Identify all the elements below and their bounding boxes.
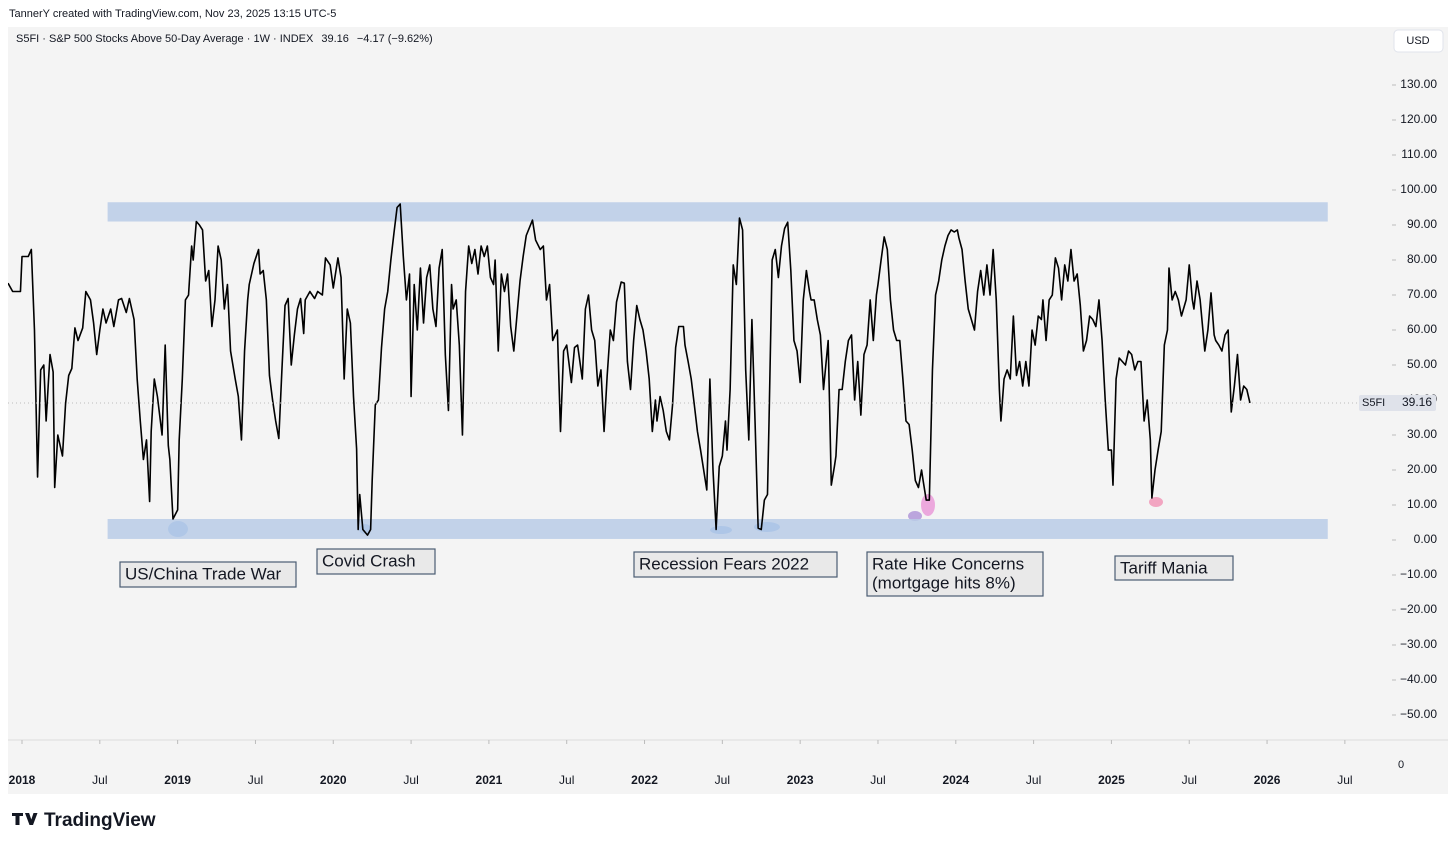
y-tick-label: 0.00 xyxy=(1414,532,1438,546)
y-tick-label: 80.00 xyxy=(1407,252,1437,266)
highlight xyxy=(921,494,935,516)
x-tick-label: Jul xyxy=(1337,773,1352,787)
annotation-text: Rate Hike Concerns xyxy=(872,554,1024,573)
x-tick-label: 2019 xyxy=(164,773,191,787)
x-tick-label: 2023 xyxy=(787,773,814,787)
y-tick-label: 30.00 xyxy=(1407,427,1437,441)
x-tick-label: 2018 xyxy=(9,773,36,787)
x-tick-label: Jul xyxy=(559,773,574,787)
annotation-text: Recession Fears 2022 xyxy=(639,554,809,573)
currency-label: USD xyxy=(1406,35,1429,47)
logo xyxy=(12,813,38,825)
band xyxy=(107,519,1328,539)
y-tick-label: 110.00 xyxy=(1401,147,1437,161)
band xyxy=(107,202,1328,222)
annotation-box xyxy=(633,551,838,578)
annotation-box xyxy=(119,561,297,588)
y-tick-label: 90.00 xyxy=(1407,217,1437,231)
y-tick-label: −10.00 xyxy=(1400,567,1437,581)
x-tick-label: 2020 xyxy=(320,773,347,787)
annotation-box xyxy=(316,548,436,575)
highlight xyxy=(908,511,922,521)
y-tick-label: 70.00 xyxy=(1407,287,1437,301)
x-tick-label: Jul xyxy=(1026,773,1041,787)
x-tick-label: Jul xyxy=(403,773,418,787)
y-tick-label: 10.00 xyxy=(1407,497,1437,511)
credit: TannerY created with TradingView.com, No… xyxy=(9,8,336,20)
y-tick-label: 20.00 xyxy=(1407,462,1437,476)
x-tick-label: Jul xyxy=(870,773,885,787)
x-tick-label: 2021 xyxy=(476,773,503,787)
currency-button[interactable] xyxy=(1393,29,1444,53)
y-tick-label: 60.00 xyxy=(1407,322,1437,336)
chart-title: S5FI · S&P 500 Stocks Above 50-Day Avera… xyxy=(16,33,433,45)
annotation-text: (mortgage hits 8%) xyxy=(872,573,1016,592)
x-tick-label: 2026 xyxy=(1254,773,1281,787)
chart-background xyxy=(8,27,1448,794)
annotation-text: Tariff Mania xyxy=(1120,558,1208,577)
annotation-box xyxy=(1114,555,1234,581)
x-tick-label: Jul xyxy=(92,773,107,787)
annotation-box xyxy=(866,551,1044,597)
price-tag-value: 39.16 xyxy=(1402,395,1432,409)
x-tick-label: 2025 xyxy=(1098,773,1125,787)
y-tick-label: 130.00 xyxy=(1400,77,1437,91)
last-value: 39.16 xyxy=(321,33,349,45)
y-tick-label: 120.00 xyxy=(1400,112,1437,126)
x-tick-label: Jul xyxy=(248,773,263,787)
y-tick-label: −20.00 xyxy=(1400,602,1437,616)
x-tick-label: 2022 xyxy=(631,773,658,787)
y-tick-label: −50.00 xyxy=(1400,707,1437,721)
x-tick-label: 2024 xyxy=(942,773,969,787)
highlight xyxy=(1149,497,1163,507)
y-tick-label: −40.00 xyxy=(1400,672,1437,686)
price-tag-name: S5FI xyxy=(1362,397,1385,409)
change: −4.17 (−9.62%) xyxy=(357,33,433,45)
title-text: S5FI · S&P 500 Stocks Above 50-Day Avera… xyxy=(16,33,314,45)
y-tick-label: −30.00 xyxy=(1400,637,1437,651)
series-line xyxy=(8,203,1251,536)
branding: TradingView xyxy=(44,810,156,831)
price-tag xyxy=(1359,394,1436,411)
y-tick-label: 50.00 xyxy=(1407,357,1437,371)
x-tick-label: Jul xyxy=(1182,773,1197,787)
y-tick-label: 100.00 xyxy=(1400,182,1437,196)
x-tick-label: Jul xyxy=(715,773,730,787)
plot-area xyxy=(8,202,1328,539)
scale-corner: 0 xyxy=(1398,759,1404,771)
annotation-text: US/China Trade War xyxy=(125,564,282,583)
annotation-text: Covid Crash xyxy=(322,551,416,570)
